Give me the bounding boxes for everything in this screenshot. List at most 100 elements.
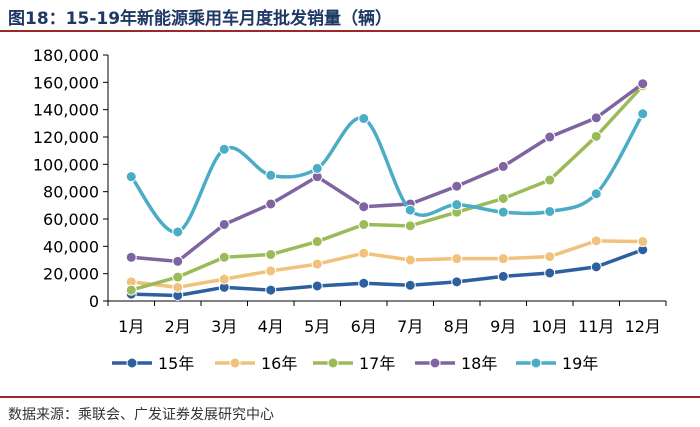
y-tick-label: 0 bbox=[89, 292, 99, 311]
legend-item: 15年 bbox=[112, 354, 194, 373]
series-line bbox=[129, 239, 645, 290]
data-point bbox=[451, 253, 463, 265]
y-tick-label: 40,000 bbox=[43, 237, 99, 256]
data-point bbox=[637, 78, 649, 90]
data-point bbox=[218, 251, 230, 263]
data-point bbox=[218, 273, 230, 285]
data-point bbox=[590, 112, 602, 124]
data-point bbox=[451, 180, 463, 192]
data-point bbox=[172, 226, 184, 238]
data-point bbox=[544, 267, 556, 279]
x-tick-label: 8月 bbox=[444, 317, 470, 336]
legend-label: 19年 bbox=[562, 354, 598, 373]
x-tick-label: 7月 bbox=[397, 317, 423, 336]
series-line bbox=[129, 248, 645, 298]
x-tick-label: 3月 bbox=[211, 317, 237, 336]
x-tick-label: 2月 bbox=[165, 317, 191, 336]
y-tick-label: 180,000 bbox=[33, 46, 99, 65]
data-point bbox=[451, 276, 463, 288]
chart-axes: 0 20,000 40,000 60,000 80,000 100,000 120,000 1… bbox=[33, 46, 667, 336]
data-point bbox=[125, 171, 137, 183]
data-point bbox=[544, 205, 556, 217]
data-point bbox=[358, 201, 370, 213]
data-point bbox=[265, 169, 277, 181]
x-tick-label: 1月 bbox=[118, 317, 144, 336]
x-tick-label: 12月 bbox=[625, 317, 661, 336]
data-point bbox=[311, 258, 323, 270]
y-tick-label: 20,000 bbox=[43, 265, 99, 284]
x-tick-label: 5月 bbox=[304, 317, 330, 336]
data-point bbox=[218, 218, 230, 230]
data-point bbox=[172, 255, 184, 267]
data-point bbox=[172, 281, 184, 293]
data-point bbox=[125, 284, 137, 296]
data-point bbox=[358, 277, 370, 289]
legend-item: 16年 bbox=[215, 354, 297, 373]
y-tick-label: 60,000 bbox=[43, 210, 99, 229]
data-point bbox=[497, 193, 509, 204]
data-point bbox=[404, 220, 416, 232]
x-tick-label: 10月 bbox=[532, 317, 568, 336]
source-note: 数据来源：乘联会、广发证券发展研究中心 bbox=[8, 407, 274, 423]
data-point bbox=[311, 162, 323, 174]
x-tick-label: 11月 bbox=[578, 317, 614, 336]
x-tick-label: 9月 bbox=[490, 317, 516, 336]
data-point bbox=[497, 270, 509, 282]
chart-title: 图18：15-19年新能源乘用车月度批发销量（辆） bbox=[8, 9, 393, 29]
data-point bbox=[637, 108, 649, 120]
legend-label: 15年 bbox=[158, 354, 194, 373]
legend-item: 18年 bbox=[415, 354, 497, 373]
data-point bbox=[172, 271, 184, 283]
series-line bbox=[129, 81, 645, 264]
legend-marker bbox=[530, 357, 542, 369]
legend-marker bbox=[429, 357, 441, 369]
data-point bbox=[590, 130, 602, 142]
legend-item: 17年 bbox=[313, 354, 395, 373]
y-tick-label: 140,000 bbox=[33, 101, 99, 120]
legend-marker bbox=[229, 357, 241, 369]
data-point bbox=[358, 247, 370, 259]
series-4 bbox=[125, 78, 649, 267]
data-point bbox=[311, 280, 323, 292]
series-5 bbox=[125, 108, 649, 238]
data-point bbox=[265, 249, 277, 261]
data-point bbox=[590, 261, 602, 273]
data-point bbox=[637, 236, 649, 248]
data-point bbox=[497, 160, 509, 172]
legend-marker bbox=[327, 357, 339, 369]
legend-item: 19年 bbox=[516, 354, 598, 373]
data-point bbox=[451, 199, 463, 211]
legend-label: 18年 bbox=[461, 354, 497, 373]
data-point bbox=[218, 143, 230, 155]
data-point bbox=[544, 131, 556, 143]
data-point bbox=[265, 198, 277, 210]
data-point bbox=[404, 279, 416, 291]
series-line bbox=[129, 84, 645, 292]
bottom-rule bbox=[0, 396, 700, 398]
y-tick-label: 160,000 bbox=[33, 73, 99, 92]
data-point bbox=[311, 236, 323, 248]
data-point bbox=[358, 113, 370, 125]
series-2 bbox=[125, 235, 649, 293]
data-point bbox=[265, 265, 277, 277]
data-point bbox=[497, 206, 509, 218]
y-tick-label: 120,000 bbox=[33, 128, 99, 147]
data-point bbox=[358, 218, 370, 230]
data-point bbox=[404, 204, 416, 216]
y-tick-label: 100,000 bbox=[33, 155, 99, 174]
data-point bbox=[544, 174, 556, 186]
line-chart: 0 20,000 40,000 60,000 80,000 100,000 120,000 1… bbox=[33, 46, 667, 373]
chart-series bbox=[125, 78, 649, 302]
legend-label: 17年 bbox=[359, 354, 395, 373]
legend-label: 16年 bbox=[261, 354, 297, 373]
data-point bbox=[497, 253, 509, 265]
data-point bbox=[125, 251, 137, 263]
data-point bbox=[265, 284, 277, 296]
y-tick-label: 80,000 bbox=[43, 183, 99, 202]
legend-marker bbox=[126, 357, 138, 369]
top-rule bbox=[0, 30, 700, 32]
data-point bbox=[590, 235, 602, 247]
data-point bbox=[404, 254, 416, 266]
data-point bbox=[590, 188, 602, 200]
chart-legend: 15年 16年 17年 18年 19年 bbox=[112, 354, 598, 373]
